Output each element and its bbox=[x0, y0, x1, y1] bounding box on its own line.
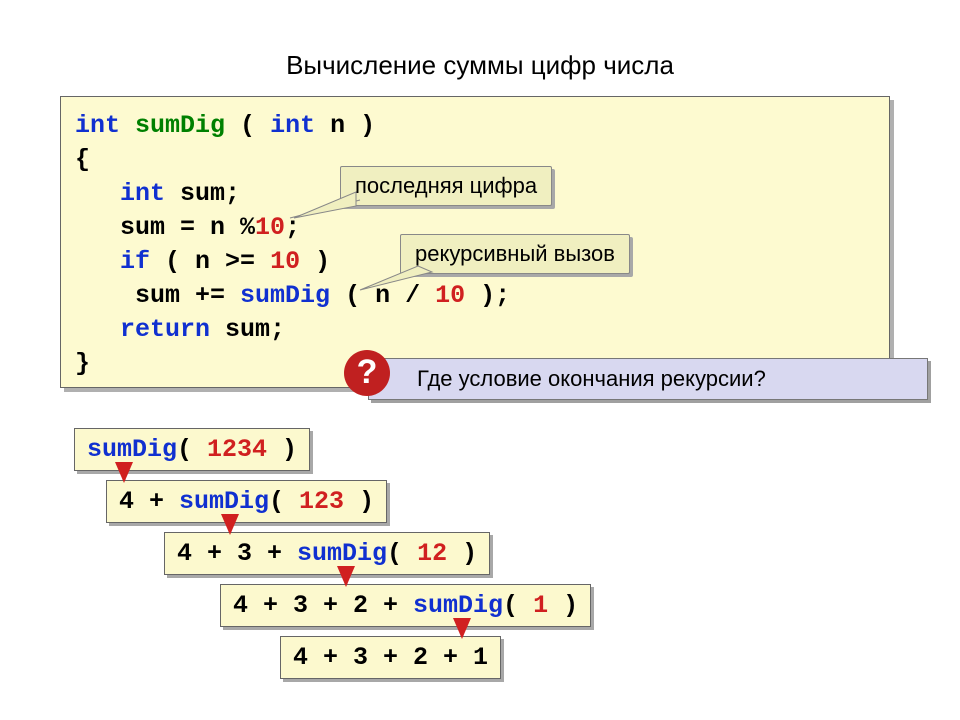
step4-fn: sumDig bbox=[413, 591, 503, 620]
step1-fn: sumDig bbox=[87, 435, 177, 464]
decl: sum; bbox=[165, 179, 240, 208]
page-title: Вычисление суммы цифр числа bbox=[0, 50, 960, 81]
kw-int2: int bbox=[270, 111, 315, 140]
sp bbox=[75, 315, 120, 344]
paren: ( bbox=[225, 111, 270, 140]
fn-name: sumDig bbox=[135, 111, 225, 140]
step-2: 4 + sumDig( 123 ) bbox=[106, 480, 387, 523]
step4-pre: 4 + 3 + 2 + bbox=[233, 591, 413, 620]
step-4: 4 + 3 + 2 + sumDig( 1 ) bbox=[220, 584, 591, 627]
step3-arg: 12 bbox=[417, 539, 447, 568]
call-end: ); bbox=[465, 281, 510, 310]
step3-pre: 4 + 3 + bbox=[177, 539, 297, 568]
step2-fn: sumDig bbox=[179, 487, 269, 516]
brace-close: } bbox=[75, 349, 90, 378]
semi: ; bbox=[285, 213, 300, 242]
step2-arg: 123 bbox=[299, 487, 344, 516]
num-10a: 10 bbox=[255, 213, 285, 242]
sp bbox=[75, 281, 135, 310]
kw-int3: int bbox=[120, 179, 165, 208]
sp bbox=[75, 213, 120, 242]
sp bbox=[75, 247, 120, 276]
sp bbox=[75, 179, 120, 208]
cond: ( n >= bbox=[150, 247, 270, 276]
brace: { bbox=[75, 145, 90, 174]
num-10c: 10 bbox=[435, 281, 465, 310]
question-bar: Где условие окончания рекурсии? bbox=[368, 358, 928, 400]
kw-return: return bbox=[120, 315, 210, 344]
callout-recursive: рекурсивный вызов bbox=[400, 234, 630, 274]
cond-end: ) bbox=[300, 247, 330, 276]
step4-arg: 1 bbox=[533, 591, 548, 620]
step2-pre: 4 + bbox=[119, 487, 179, 516]
num-10b: 10 bbox=[270, 247, 300, 276]
callout-last-digit: последняя цифра bbox=[340, 166, 552, 206]
plus-eq: sum += bbox=[135, 281, 240, 310]
kw-int: int bbox=[75, 111, 120, 140]
call-arg: ( n / bbox=[330, 281, 435, 310]
step-3: 4 + 3 + sumDig( 12 ) bbox=[164, 532, 490, 575]
step-5: 4 + 3 + 2 + 1 bbox=[280, 636, 501, 679]
param: n ) bbox=[315, 111, 375, 140]
recursive-call-fn: sumDig bbox=[240, 281, 330, 310]
ret: sum; bbox=[210, 315, 285, 344]
question-mark-icon: ? bbox=[344, 350, 390, 396]
assign: sum = n % bbox=[120, 213, 255, 242]
step1-arg: 1234 bbox=[207, 435, 267, 464]
kw-if: if bbox=[120, 247, 150, 276]
step3-fn: sumDig bbox=[297, 539, 387, 568]
step-1: sumDig( 1234 ) bbox=[74, 428, 310, 471]
